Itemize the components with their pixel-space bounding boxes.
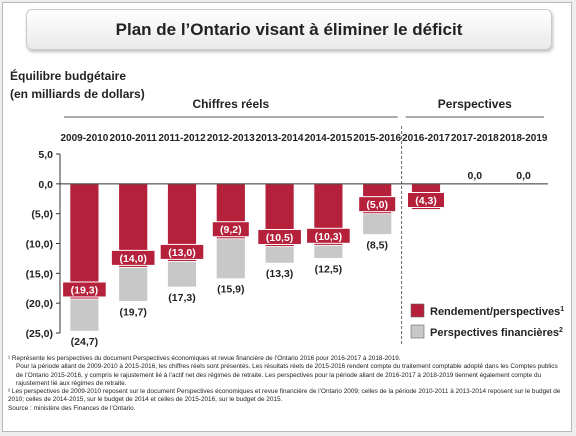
label-outlook-2013-2014: (13,3) <box>266 268 293 280</box>
y-tick-label-5: (20,0) <box>26 298 53 310</box>
legend-swatch-outlook <box>410 324 425 339</box>
label-performance-2012-2013: (9,2) <box>220 224 242 236</box>
y-tick-label-1: 0,0 <box>38 179 53 191</box>
category-label-2016-2017: 2016-2017 <box>402 133 450 144</box>
legend: Rendement/perspectives1 Perspectives fina… <box>410 303 564 339</box>
label-box-performance-2015-2016 <box>358 196 397 213</box>
footnote-2: ² Les perspectives de 2009-2010 reposent… <box>8 388 566 405</box>
label-performance-2016-2017: (4,3) <box>415 195 437 207</box>
category-label-2011-2012: 2011-2012 <box>158 133 206 144</box>
label-box-performance-2016-2017 <box>407 191 445 208</box>
category-label-2010-2011: 2010-2011 <box>110 133 158 144</box>
y-axis-label-line1: Équilibre budgétaire <box>10 68 126 83</box>
label-outlook-2010-2011: (19,7) <box>119 306 146 318</box>
label-performance-2014-2015: (10,3) <box>315 231 342 243</box>
footnotes: ¹ Représente les perspectives du documen… <box>8 355 566 413</box>
label-outlook-2014-2015: (12,5) <box>315 263 342 275</box>
label-box-performance-2009-2010 <box>62 281 107 298</box>
category-label-2017-2018: 2017-2018 <box>451 133 499 144</box>
legend-swatch-performance <box>410 303 425 318</box>
label-box-performance-2013-2014 <box>257 228 302 245</box>
y-tick-label-6: (25,0) <box>26 328 53 340</box>
label-box-performance-2012-2013 <box>211 221 250 238</box>
label-box-performance-2010-2011 <box>110 249 156 266</box>
y-tick-label-2: (5,0) <box>31 209 53 221</box>
y-tick-label-3: (10,0) <box>26 239 53 251</box>
label-performance-2009-2010: (19,3) <box>71 284 98 296</box>
source-note: Source : ministère des Finances de l’Ont… <box>8 404 136 412</box>
category-label-2014-2015: 2014-2015 <box>304 133 352 144</box>
legend-label-outlook: Perspectives financières2 <box>430 327 563 339</box>
label-outlook-2009-2010: (24,7) <box>71 336 98 348</box>
y-tick-label-0: 5,0 <box>38 149 53 161</box>
footnote-1-text-b: Pour la période allant de 2009-2010 à 20… <box>16 363 558 387</box>
category-label-2009-2010: 2009-2010 <box>60 133 108 144</box>
footnote-1: ¹ Représente les perspectives du documen… <box>8 355 566 363</box>
group-label-forecast: Perspectives <box>438 97 512 111</box>
category-label-2018-2019: 2018-2019 <box>500 133 548 144</box>
group-label-actual: Chiffres réels <box>192 97 269 111</box>
label-box-performance-2014-2015 <box>306 227 351 244</box>
footnote-1-text-a: Représente les perspectives du document … <box>11 355 401 362</box>
label-box-performance-2011-2012 <box>159 243 205 260</box>
label-performance-2011-2012: (13,0) <box>168 247 195 259</box>
label-performance-2010-2011: (14,0) <box>119 253 146 265</box>
y-axis-label-line2: (en milliards de dollars) <box>10 87 145 101</box>
label-performance-2015-2016: (5,0) <box>366 199 388 211</box>
footnote-2-mark: ² <box>8 388 11 396</box>
plot-area: Chiffres réels Perspectives 2009-2010 2010-… <box>26 97 548 348</box>
legend-label-performance: Rendement/perspectives1 <box>430 306 564 318</box>
category-label-2012-2013: 2012-2013 <box>207 133 255 144</box>
y-tick-label-4: (15,0) <box>26 268 53 280</box>
chart-title: Plan de l’Ontario visant à éliminer le d… <box>115 19 463 39</box>
label-performance-2013-2014: (10,5) <box>266 232 293 244</box>
label-outlook-2015-2016: (8,5) <box>366 240 388 252</box>
title-box: Plan de l’Ontario visant à éliminer le d… <box>26 9 552 50</box>
footnote-1-mark: ¹ <box>8 355 11 362</box>
label-outlook-2012-2013: (15,9) <box>217 284 244 296</box>
footnote-2-text: Les perspectives de 2009-2010 reposent s… <box>8 388 561 404</box>
category-label-2015-2016: 2015-2016 <box>353 133 401 144</box>
category-label-2013-2014: 2013-2014 <box>256 133 304 144</box>
label-performance-2017-2018: 0,0 <box>467 170 482 182</box>
label-performance-2018-2019: 0,0 <box>516 170 531 182</box>
label-outlook-2011-2012: (17,3) <box>168 292 195 304</box>
